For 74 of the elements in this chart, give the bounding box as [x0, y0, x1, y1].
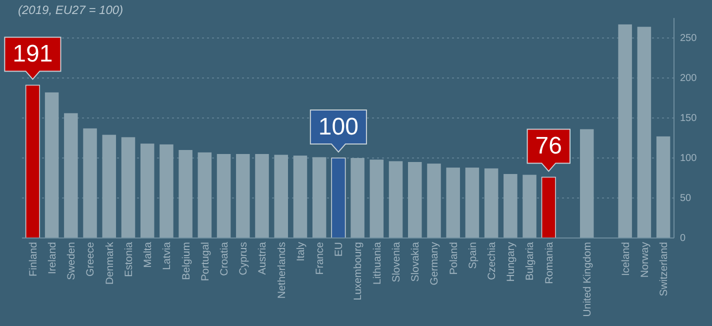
x-tick-label: Norway [638, 241, 651, 278]
bar [618, 24, 632, 238]
y-tick-label: 0 [680, 233, 686, 244]
x-tick-label: Portugal [199, 242, 212, 282]
bar [274, 154, 288, 238]
x-tick-label: Luxembourg [352, 242, 364, 300]
bar [25, 84, 40, 238]
bar [216, 154, 231, 238]
x-tick-label: Malta [142, 242, 154, 268]
bar [140, 144, 154, 238]
x-tick-label: France [314, 242, 326, 275]
bar [484, 168, 498, 238]
y-tick-label: 200 [680, 73, 698, 84]
x-tick-label: Ireland [46, 242, 58, 274]
x-tick-label: Cyprus [238, 242, 250, 276]
data-label: 100 [318, 114, 358, 140]
bar [522, 174, 536, 238]
x-tick-label: Hungary [505, 241, 518, 282]
x-tick-label: Austria [256, 242, 269, 275]
bar [637, 26, 652, 238]
bar [331, 158, 346, 238]
y-tick-label: 150 [680, 113, 698, 124]
bar [370, 160, 384, 238]
x-tick-label: Czechia [486, 242, 498, 280]
x-tick-label: Lithuania [371, 242, 384, 285]
data-label: 191 [12, 40, 53, 68]
y-tick-label: 50 [680, 193, 692, 204]
bar [236, 154, 250, 238]
x-tick-label: Finland [27, 242, 40, 276]
x-tick-label: United Kingdom [582, 242, 594, 317]
y-tick-label: 250 [680, 33, 698, 44]
x-tick-label: Germany [428, 241, 441, 286]
x-tick-label: Belgium [180, 242, 192, 280]
bar [83, 128, 97, 238]
bar [408, 162, 422, 238]
x-tick-label: Netherlands [276, 242, 288, 299]
bar [312, 157, 326, 238]
x-tick-label: Croatia [218, 242, 230, 276]
bar [121, 137, 136, 238]
x-tick-label: Spain [466, 242, 479, 269]
x-tick-label: Iceland [620, 242, 632, 276]
bar [656, 136, 670, 238]
x-tick-label: Slovakia [410, 242, 422, 282]
x-tick-label: Romania [543, 242, 556, 284]
bar [255, 154, 269, 238]
bar [178, 150, 192, 238]
bar [160, 144, 174, 238]
chart-subtitle: (2019, EU27 = 100) [18, 3, 124, 17]
x-tick-label: Greece [84, 242, 97, 276]
x-tick-label: Bulgaria [524, 242, 536, 281]
data-label: 76 [535, 132, 562, 160]
bar [388, 161, 403, 238]
x-tick-label: EU [333, 242, 346, 257]
x-tick-label: Switzerland [658, 242, 670, 296]
x-tick-label: Latvia [161, 242, 174, 270]
bar [541, 176, 556, 238]
x-tick-label: Estonia [122, 242, 135, 278]
x-tick-label: Sweden [66, 242, 78, 280]
bar [293, 156, 308, 238]
bar [465, 168, 480, 238]
x-tick-label: Denmark [104, 241, 116, 285]
bar [580, 129, 594, 238]
bar [350, 158, 364, 238]
bar [102, 134, 116, 238]
bar [504, 174, 518, 238]
x-tick-label: Poland [448, 242, 460, 275]
bar [198, 152, 212, 238]
x-tick-label: Slovenia [390, 242, 402, 282]
y-tick-label: 100 [680, 153, 698, 164]
bar [427, 164, 441, 238]
x-tick-label: Italy [294, 241, 307, 262]
bar [446, 168, 460, 238]
bar [64, 113, 78, 238]
bar [44, 92, 59, 238]
